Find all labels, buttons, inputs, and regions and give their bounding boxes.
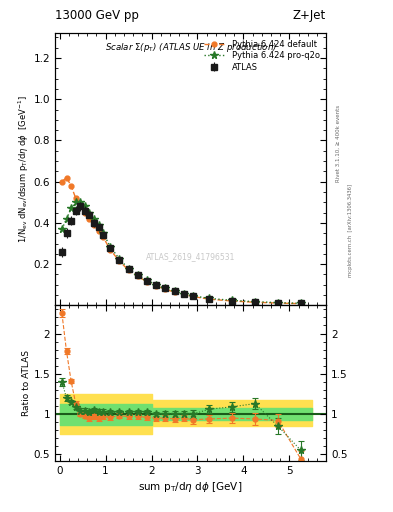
Line: Pythia 6.424 pro-q2o: Pythia 6.424 pro-q2o	[58, 199, 305, 307]
Pythia 6.424 pro-q2o	[154, 282, 158, 288]
Legend: Pythia 6.424 default, Pythia 6.424 pro-q2o, ATLAS: Pythia 6.424 default, Pythia 6.424 pro-q…	[202, 37, 322, 74]
Pythia 6.424 default	[73, 195, 78, 201]
Pythia 6.424 pro-q2o	[108, 244, 112, 250]
Pythia 6.424 pro-q2o	[253, 298, 257, 305]
Pythia 6.424 pro-q2o	[207, 295, 211, 302]
Pythia 6.424 pro-q2o	[230, 297, 234, 304]
Pythia 6.424 pro-q2o	[136, 272, 140, 278]
Pythia 6.424 pro-q2o	[172, 288, 177, 294]
Pythia 6.424 pro-q2o	[163, 285, 168, 291]
Pythia 6.424 default	[154, 283, 158, 289]
Pythia 6.424 pro-q2o	[60, 226, 64, 232]
Text: mcplots.cern.ch  [arXiv:1306.3436]: mcplots.cern.ch [arXiv:1306.3436]	[348, 184, 353, 277]
Pythia 6.424 default	[101, 234, 106, 241]
Pythia 6.424 pro-q2o	[73, 199, 78, 205]
Pythia 6.424 default	[117, 258, 122, 264]
Pythia 6.424 default	[64, 175, 69, 181]
Pythia 6.424 default	[92, 222, 96, 228]
Pythia 6.424 pro-q2o	[145, 277, 149, 283]
Pythia 6.424 pro-q2o	[87, 209, 92, 216]
Pythia 6.424 default	[83, 209, 87, 216]
Pythia 6.424 default	[230, 298, 234, 304]
Pythia 6.424 default	[145, 279, 149, 285]
Text: Scalar $\Sigma$(p$_{\rm T}$) (ATLAS UE in Z production): Scalar $\Sigma$(p$_{\rm T}$) (ATLAS UE i…	[105, 41, 277, 54]
Pythia 6.424 default	[181, 291, 186, 297]
Y-axis label: Ratio to ATLAS: Ratio to ATLAS	[22, 350, 31, 416]
Pythia 6.424 pro-q2o	[64, 216, 69, 222]
X-axis label: sum p$_{\rm T}$/d$\eta$ d$\phi$ [GeV]: sum p$_{\rm T}$/d$\eta$ d$\phi$ [GeV]	[138, 480, 243, 494]
Pythia 6.424 pro-q2o	[78, 199, 83, 205]
Pythia 6.424 default	[191, 293, 195, 300]
Text: 13000 GeV pp: 13000 GeV pp	[55, 9, 139, 23]
Pythia 6.424 default	[108, 247, 112, 253]
Pythia 6.424 pro-q2o	[126, 266, 131, 272]
Pythia 6.424 pro-q2o	[275, 300, 280, 306]
Pythia 6.424 pro-q2o	[117, 256, 122, 262]
Pythia 6.424 default	[172, 289, 177, 295]
Pythia 6.424 pro-q2o	[83, 203, 87, 209]
Pythia 6.424 default	[299, 301, 303, 307]
Pythia 6.424 default	[87, 216, 92, 222]
Pythia 6.424 default	[78, 203, 83, 209]
Text: ATLAS_2619_41796531: ATLAS_2619_41796531	[146, 252, 235, 261]
Pythia 6.424 default	[253, 299, 257, 305]
Pythia 6.424 pro-q2o	[181, 291, 186, 297]
Text: Z+Jet: Z+Jet	[293, 9, 326, 23]
Pythia 6.424 pro-q2o	[96, 222, 101, 228]
Pythia 6.424 default	[136, 273, 140, 280]
Pythia 6.424 default	[96, 228, 101, 234]
Text: Rivet 3.1.10, ≥ 400k events: Rivet 3.1.10, ≥ 400k events	[336, 105, 341, 182]
Line: Pythia 6.424 default: Pythia 6.424 default	[59, 175, 303, 306]
Pythia 6.424 default	[207, 296, 211, 302]
Y-axis label: 1/N$_{\rm ev}$ dN$_{\rm ev}$/dsum p$_{\rm T}$/d$\eta$ d$\phi$  [GeV$^{-1}$]: 1/N$_{\rm ev}$ dN$_{\rm ev}$/dsum p$_{\r…	[17, 95, 31, 243]
Pythia 6.424 pro-q2o	[191, 293, 195, 299]
Pythia 6.424 default	[275, 300, 280, 306]
Pythia 6.424 pro-q2o	[101, 230, 106, 236]
Pythia 6.424 default	[69, 183, 73, 189]
Pythia 6.424 pro-q2o	[69, 205, 73, 211]
Pythia 6.424 default	[60, 179, 64, 185]
Pythia 6.424 default	[126, 267, 131, 273]
Pythia 6.424 pro-q2o	[299, 300, 303, 306]
Pythia 6.424 default	[163, 286, 168, 292]
Pythia 6.424 pro-q2o	[92, 216, 96, 222]
